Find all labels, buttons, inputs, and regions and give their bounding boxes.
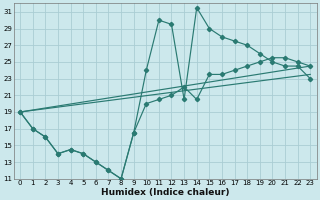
- X-axis label: Humidex (Indice chaleur): Humidex (Indice chaleur): [101, 188, 229, 197]
